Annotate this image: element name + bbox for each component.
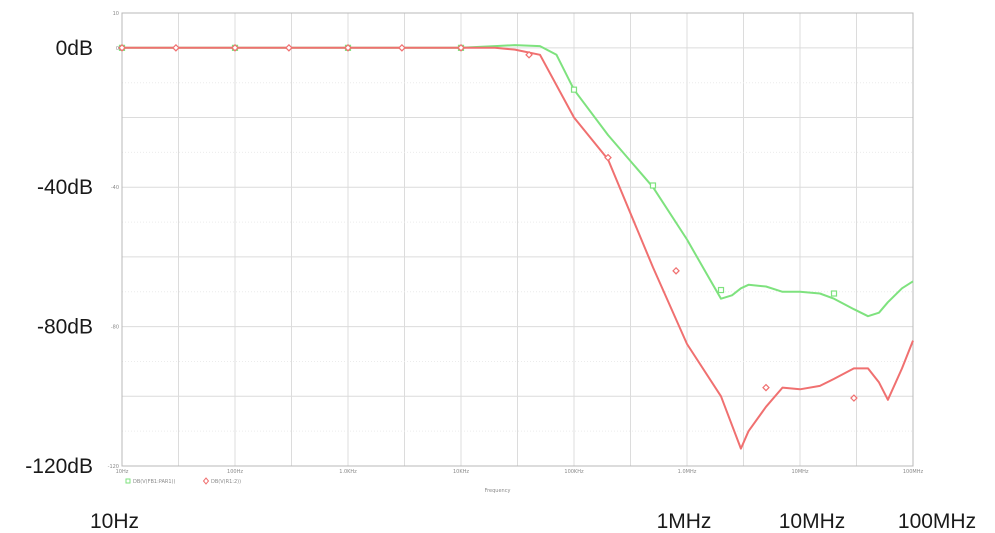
small-x-tick-label: 10KHz <box>453 469 469 475</box>
data-point <box>457 43 465 52</box>
series-layer <box>118 43 914 450</box>
small-x-tick-label: 10MHz <box>791 469 808 475</box>
x-tick-label: 10MHz <box>779 510 846 533</box>
x-tick-label: 1MHz <box>657 510 712 533</box>
data-point <box>850 394 858 402</box>
series-line-2 <box>122 46 914 450</box>
x-axis-title: Frequency <box>485 488 511 494</box>
data-point <box>398 43 406 52</box>
small-x-tick-label: 100Hz <box>227 469 243 475</box>
small-x-tick-label: 1.0MHz <box>678 469 697 475</box>
data-point <box>525 50 533 59</box>
small-x-tick-label: 1.0KHz <box>339 469 357 475</box>
data-point <box>118 43 126 52</box>
small-y-tick-label: 0 <box>116 46 119 52</box>
data-point <box>717 286 725 294</box>
y-tick-label: -120dB <box>25 455 93 478</box>
data-point <box>762 383 770 392</box>
plot-frame <box>121 12 914 467</box>
small-y-tick-label: 10 <box>113 11 119 17</box>
legend-marker <box>202 477 210 485</box>
small-y-tick-label: -120 <box>108 464 119 470</box>
data-point <box>344 43 352 52</box>
y-tick-label: 0dB <box>56 37 93 60</box>
legend-entry: DB(V(R1:2)) <box>211 479 241 485</box>
plot-grid <box>122 13 913 466</box>
data-point <box>672 267 680 275</box>
y-tick-label: -40dB <box>37 176 93 199</box>
small-x-tick-label: 10Hz <box>116 469 129 475</box>
plot-legend: DB(V(FB1:PAR1)) DB(V(R1:2)) <box>125 477 241 485</box>
legend-entry: DB(V(FB1:PAR1)) <box>133 479 175 485</box>
data-point <box>649 182 657 189</box>
data-point <box>570 86 578 93</box>
y-tick-label: -80dB <box>37 316 93 339</box>
data-point <box>172 43 180 52</box>
data-point <box>285 43 293 52</box>
small-x-tick-label: 100KHz <box>564 469 584 475</box>
x-tick-label: 10Hz <box>90 510 139 533</box>
legend-marker <box>125 478 131 484</box>
x-tick-label: 100MHz <box>898 510 976 533</box>
small-y-tick-label: -40 <box>111 185 119 191</box>
small-tick-labels: 10Hz 100Hz 1.0KHz 10KHz 100KHz 1.0MHz 10MHz 100… <box>108 11 924 494</box>
small-y-tick-label: -80 <box>111 325 119 331</box>
data-point <box>604 153 612 162</box>
small-x-tick-label: 100MHz <box>903 469 924 475</box>
axis-labels: 0dB -40dB -80dB -120dB 10Hz 1MHz 10MHz 100MHz <box>25 37 976 533</box>
data-point <box>231 43 239 52</box>
data-point <box>830 290 838 297</box>
